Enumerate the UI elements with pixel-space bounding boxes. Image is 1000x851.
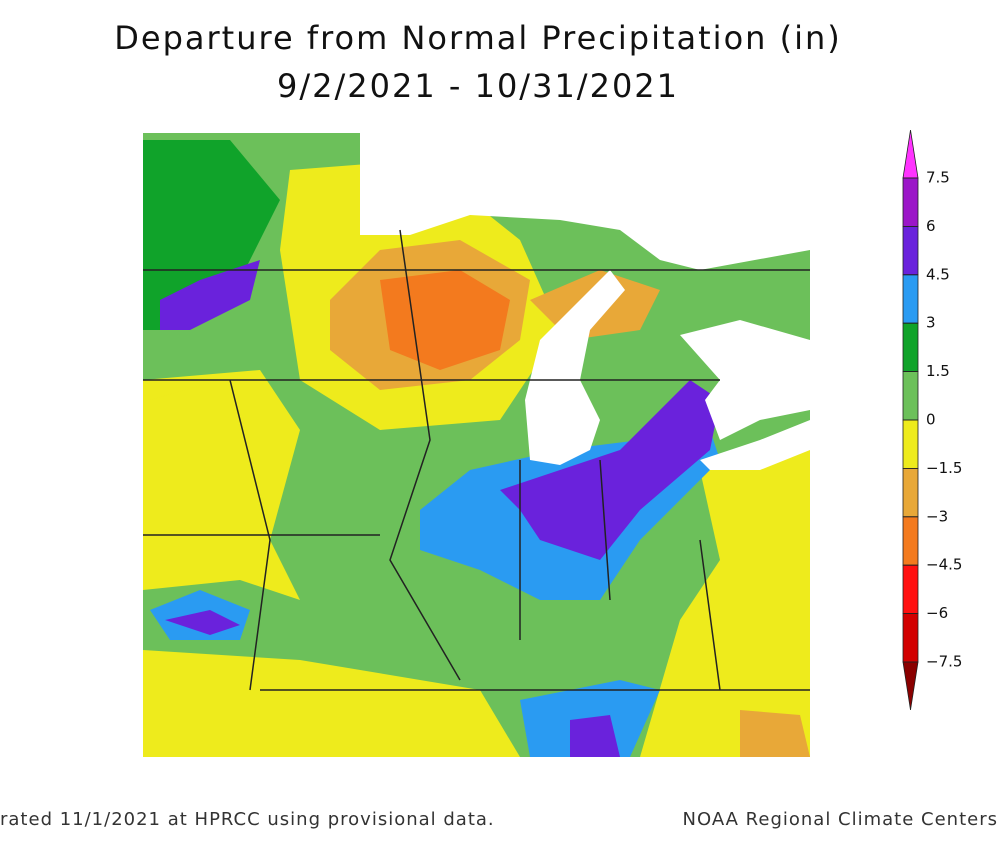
lake xyxy=(525,270,625,465)
colorbar-segment xyxy=(902,516,919,566)
colorbar-tick-label: −6 xyxy=(926,604,948,622)
field xyxy=(500,380,720,560)
colorbar-segment xyxy=(902,419,919,469)
colorbar-tick-label: 7.5 xyxy=(926,169,950,187)
colorbar-tick-label: 3 xyxy=(926,314,936,332)
lake xyxy=(680,320,810,440)
field xyxy=(740,710,810,757)
colorbar-segment xyxy=(902,322,919,373)
footer-left: rated 11/1/2021 at HPRCC using provision… xyxy=(0,809,495,830)
colorbar-segment xyxy=(902,371,919,421)
colorbar-tick-label: 0 xyxy=(926,411,936,429)
colorbar-tick-label: −1.5 xyxy=(926,459,962,477)
lake xyxy=(360,133,810,270)
field xyxy=(150,380,250,530)
colorbar-tick-label: 6 xyxy=(926,217,936,235)
colorbar-segment xyxy=(902,274,919,324)
colorbar-segment xyxy=(902,467,919,518)
field xyxy=(160,260,260,330)
map-title: Departure from Normal Precipitation (in) xyxy=(114,19,841,57)
colorbar-tick-label: −3 xyxy=(926,507,948,525)
border xyxy=(143,229,810,691)
field xyxy=(570,715,620,757)
colorbar-tick-label: −7.5 xyxy=(926,653,962,671)
colorbar-segment xyxy=(902,225,919,276)
colorbar-segment xyxy=(902,564,919,615)
lake xyxy=(700,420,810,470)
map xyxy=(143,133,810,757)
colorbar-tick-label: 4.5 xyxy=(926,265,950,283)
field xyxy=(380,270,510,370)
field xyxy=(640,440,810,757)
colorbar-segment xyxy=(902,613,919,663)
footer-right: NOAA Regional Climate Centers xyxy=(683,809,999,830)
field xyxy=(143,140,280,330)
field xyxy=(143,650,520,757)
colorbar-segment xyxy=(902,177,919,227)
colorbar: 7.5 6 4.5 3 1.5 0 −1.5 −3 −4.5 −6 −7.5 xyxy=(902,129,962,711)
map-subtitle: 9/2/2021 - 10/31/2021 xyxy=(277,67,679,105)
colorbar-tick-label: −4.5 xyxy=(926,556,962,574)
colorbar-tick-label: 1.5 xyxy=(926,362,950,380)
field xyxy=(165,610,240,635)
